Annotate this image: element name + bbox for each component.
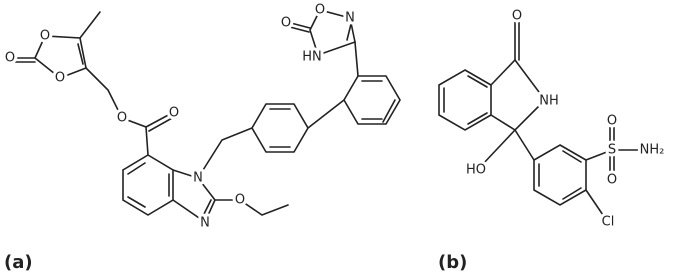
atoms-b: O NH HO S O O NH₂ Cl xyxy=(463,6,667,233)
atom: O xyxy=(40,29,50,44)
atom: O xyxy=(315,3,325,18)
atom: O xyxy=(5,51,15,66)
panel-label: (b) xyxy=(438,252,467,273)
atom: O xyxy=(281,16,291,31)
atom: NH xyxy=(539,94,559,109)
atom: O xyxy=(117,111,127,126)
atom: S xyxy=(608,143,616,158)
bonds-a xyxy=(9,9,401,224)
atom: Cl xyxy=(602,215,615,230)
atom: O xyxy=(607,173,617,188)
atom: N xyxy=(200,216,210,231)
atom: O xyxy=(235,193,245,208)
atom: O xyxy=(607,114,617,129)
atoms-a: O O O O O N N O O O N HN xyxy=(2,0,358,234)
atom: O xyxy=(55,71,65,86)
bonds-b xyxy=(438,17,646,219)
atom: HO xyxy=(466,163,486,178)
panel-label: (a) xyxy=(4,252,33,273)
atom: N xyxy=(193,171,203,186)
atom: NH₂ xyxy=(640,143,665,158)
atom: O xyxy=(512,9,522,24)
atom: N xyxy=(345,11,355,26)
atom: HN xyxy=(302,50,322,65)
atom: O xyxy=(169,106,179,121)
